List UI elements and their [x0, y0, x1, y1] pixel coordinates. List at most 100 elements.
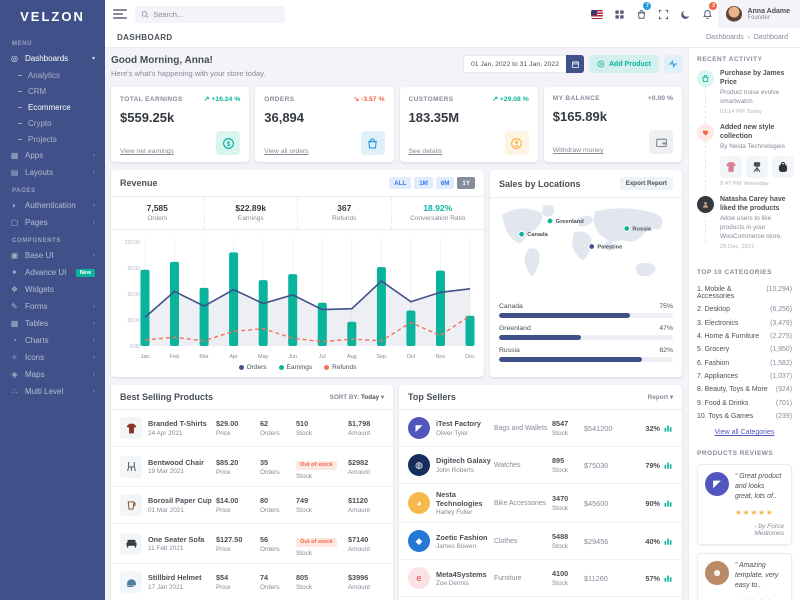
activity-shortcut-button[interactable] [664, 55, 682, 73]
revenue-filter-6m[interactable]: 6M [435, 177, 455, 189]
top-seller-row[interactable]: e Meta4Systems Zoe Dennis Furniture 4100 Stoc… [399, 560, 682, 598]
seller-company[interactable]: Zoetic Fashion [436, 532, 488, 542]
top-seller-row[interactable]: ◤ iTest Factory Oliver Tyler Bags and Walle… [399, 410, 682, 447]
category-row[interactable]: 9. Food & Drinks (701) [697, 397, 792, 410]
bag-thumb[interactable] [772, 155, 794, 178]
sidebar-item-widgets[interactable]: ❖ Widgets [0, 281, 105, 298]
best-selling-row[interactable]: Borosil Paper Cup 01 Mar 2021 $14.00 Price 8… [111, 487, 393, 524]
sidebar-item-layouts[interactable]: ▤ Layouts › [0, 164, 105, 181]
sidebar-item-apps[interactable]: ▦ Apps › [0, 147, 105, 164]
breadcrumb-item[interactable]: Dashboards [706, 34, 744, 41]
location-progress-fill [499, 357, 642, 362]
category-row[interactable]: 3. Electronics (3,479) [697, 316, 792, 329]
fullscreen-button[interactable] [652, 0, 674, 28]
seller-company[interactable]: Nesta Technologies [436, 490, 483, 509]
add-product-button[interactable]: Add Product [589, 55, 659, 73]
best-selling-row[interactable]: One Seater Sofa 11 Feb 2021 $127.50 Price 56… [111, 524, 393, 564]
orders-cell: 56 Orders [260, 535, 296, 553]
sidebar-item-multi-level[interactable]: ∴ Multi Level › [0, 383, 105, 400]
top-seller-row[interactable]: ◆ Zoetic Fashion James Bowen Clothes 5488 Sto… [399, 523, 682, 561]
product-name[interactable]: Bentwood Chair [148, 457, 204, 467]
sidebar-item-forms[interactable]: ✎ Forms › [0, 298, 105, 315]
activity-item[interactable]: Purchase by James Price Product noise evo… [697, 70, 792, 115]
stat-link[interactable]: See details [408, 148, 443, 155]
page-title: DASHBOARD [117, 33, 173, 42]
legend-item-refunds[interactable]: Refunds [324, 364, 356, 371]
cart-button[interactable]: 7 [630, 0, 652, 28]
report-dropdown[interactable]: Report ▾ [647, 393, 673, 401]
activity-item[interactable]: Added new style collection By Nesta Techn… [697, 123, 794, 187]
amount-cell: $1120 Amount [348, 496, 384, 514]
sidebar-item-maps[interactable]: ◈ Maps › [0, 366, 105, 383]
sidebar-subitem-crypto[interactable]: Crypto [0, 115, 105, 131]
best-selling-row[interactable]: Stillbird Helmet 17 Jan 2021 $54 Price 74 Ord… [111, 564, 393, 600]
seller-company[interactable]: Meta4Systems [436, 569, 487, 579]
sidebar-subitem-projects[interactable]: Projects [0, 131, 105, 147]
category-row[interactable]: 5. Grocery (1,950) [697, 343, 792, 356]
category-row[interactable]: 8. Beauty, Toys & More (924) [697, 383, 792, 396]
location-bar-canada: Canada 75% [499, 303, 673, 318]
sidebar-item-dashboards[interactable]: ◎ Dashboards ▾ [0, 50, 105, 67]
sidebar-item-tables[interactable]: ▦ Tables › [0, 315, 105, 332]
sidebar-item-icons[interactable]: ✧ Icons › [0, 349, 105, 366]
sort-by-dropdown[interactable]: SORT BY: Today ▾ [329, 393, 384, 401]
top-seller-row[interactable]: ◕ Nesta Technologies Harley Fuller Bike Acc… [399, 484, 682, 524]
best-selling-row[interactable]: Bentwood Chair 19 Mar 2021 $85.20 Price 35 Or… [111, 447, 393, 487]
category-row[interactable]: 4. Home & Furniture (2,275) [697, 330, 792, 343]
revenue-filter-1y[interactable]: 1Y [457, 177, 475, 189]
sidebar-subitem-ecommerce[interactable]: Ecommerce [0, 99, 105, 115]
sidebar-item-base-ui[interactable]: ▣ Base UI › [0, 247, 105, 264]
camera-thumb[interactable] [746, 155, 768, 178]
seller-company[interactable]: Digitech Galaxy [436, 456, 491, 466]
cell-value: 35 [260, 457, 269, 467]
product-date: 11 Feb 2021 [148, 545, 184, 553]
dark-mode-button[interactable] [674, 0, 696, 28]
jacket-thumb[interactable] [720, 155, 742, 178]
category-row[interactable]: 2. Desktop (6,256) [697, 303, 792, 316]
seller-company[interactable]: iTest Factory [436, 419, 481, 429]
sidebar-item-charts[interactable]: ◔ Charts › [0, 332, 105, 349]
category-row[interactable]: 1. Mobile & Accessories (10,294) [697, 283, 792, 303]
sidebar-item-advance-ui[interactable]: ✦ Advance UI New [0, 264, 105, 281]
product-name[interactable]: Branded T-Shirts [148, 419, 207, 429]
revenue-filter-all[interactable]: ALL [389, 177, 412, 189]
category-row[interactable]: 7. Appliances (1,037) [697, 370, 792, 383]
apps-grid-button[interactable] [608, 0, 630, 28]
language-flag-button[interactable] [586, 0, 608, 28]
calendar-button[interactable] [566, 55, 584, 73]
legend-item-orders[interactable]: Orders [238, 364, 267, 371]
stat-link[interactable]: Withdraw money [552, 147, 604, 154]
seller-percentage: 79% [645, 460, 660, 470]
activity-item[interactable]: Natasha Carey have liked the products All… [697, 195, 792, 250]
product-name[interactable]: Borosil Paper Cup [148, 496, 212, 506]
search-input[interactable] [153, 9, 279, 19]
product-name[interactable]: One Seater Sofa [148, 534, 205, 544]
orders-cell: 62 Orders [260, 419, 296, 437]
svg-text:Dec: Dec [465, 354, 475, 360]
sidebar-subitem-crm[interactable]: CRM [0, 83, 105, 99]
menu-toggle-button[interactable] [113, 7, 127, 22]
search-box[interactable] [135, 5, 285, 23]
category-row[interactable]: 6. Fashion (1,582) [697, 357, 792, 370]
export-report-button[interactable]: Export Report [619, 177, 673, 190]
product-review-card[interactable]: ◤ “ Great product and looks great, lots o… [697, 464, 792, 546]
legend-item-earnings[interactable]: Earnings [278, 364, 312, 371]
product-name[interactable]: Stillbird Helmet [148, 573, 202, 583]
stat-link[interactable]: View net earnings [120, 148, 174, 155]
category-row[interactable]: 10. Toys & Games (239) [697, 410, 792, 423]
sidebar-subitem-analytics[interactable]: Analytics [0, 67, 105, 83]
product-review-card[interactable]: ☻“ Amazing template, very easy to.. ★★★★★… [697, 553, 792, 600]
stat-link[interactable]: View all orders [264, 148, 309, 155]
top-seller-row[interactable]: ◍ Digitech Galaxy John Roberts Watches 895 St… [399, 447, 682, 484]
pages-icon: ▢ [10, 218, 19, 227]
view-all-categories-link[interactable]: View all Categories [714, 429, 775, 437]
date-range-input[interactable]: 01 Jan, 2022 to 31 Jan, 2022 [462, 55, 566, 73]
best-selling-row[interactable]: Branded T-Shirts 24 Apr 2021 $29.00 Price 62… [111, 410, 393, 447]
category-name: 10. Toys & Games [697, 413, 754, 421]
sidebar-item-authentication[interactable]: ◐ Authentication › [0, 197, 105, 214]
sidebar-item-pages[interactable]: ▢ Pages › [0, 214, 105, 231]
brand-logo[interactable]: VELZON [20, 9, 85, 24]
revenue-filter-1m[interactable]: 1M [414, 177, 433, 189]
notifications-button[interactable]: 3 [696, 0, 718, 28]
user-menu[interactable]: Anna Adame Founder [718, 0, 800, 28]
